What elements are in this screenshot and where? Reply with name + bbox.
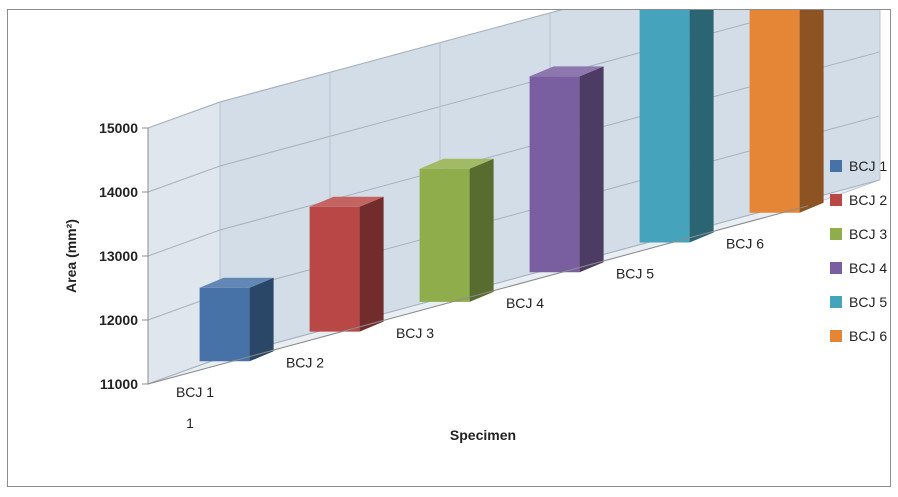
x-tick-label: BCJ 4 (506, 295, 544, 311)
legend-label: BCJ 2 (849, 192, 887, 208)
bar-3 (419, 158, 494, 302)
bar-top (529, 66, 604, 77)
x-tick-label: BCJ 2 (286, 354, 324, 370)
x-axis-title: Specimen (450, 427, 516, 443)
bar-front (529, 76, 580, 273)
bar-side (469, 158, 494, 302)
bar-side (799, 10, 824, 213)
legend-swatch (830, 228, 842, 240)
legend-swatch (830, 296, 842, 308)
legend-label: BCJ 5 (849, 294, 887, 310)
bar-front (749, 10, 800, 213)
bar-top (199, 277, 274, 288)
y-tick-label: 15000 (99, 120, 138, 136)
bar-side (249, 277, 274, 362)
bars (199, 10, 824, 362)
legend-label: BCJ 4 (849, 260, 887, 276)
bar-1 (199, 277, 274, 362)
x-tick-label: BCJ 3 (396, 325, 434, 341)
bar-top (419, 158, 494, 169)
depth-axis-label: 1 (186, 415, 194, 431)
x-tick-label: BCJ 1 (176, 384, 214, 400)
y-tick-labels: 11000 12000 13000 14000 15000 (99, 120, 138, 392)
legend-label: BCJ 3 (849, 226, 887, 242)
bar-6 (749, 10, 824, 213)
x-tick-label: BCJ 6 (726, 236, 764, 252)
legend-swatch (830, 194, 842, 206)
bar-2 (309, 196, 384, 332)
legend: BCJ 1 BCJ 2 BCJ 3 BCJ 4 BCJ 5 BCJ 6 (830, 158, 887, 344)
x-category-labels: BCJ 1 BCJ 2 BCJ 3 BCJ 4 BCJ 5 BCJ 6 (176, 236, 764, 401)
x-tick-label: BCJ 5 (616, 265, 654, 281)
legend-swatch (830, 262, 842, 274)
bar-front (639, 10, 690, 243)
y-axis-title: Area (mm²) (63, 219, 79, 293)
bar-5 (639, 10, 714, 243)
gridline-h (147, 10, 563, 129)
bar-side (579, 66, 604, 273)
legend-swatch (830, 330, 842, 342)
bar-4 (529, 66, 604, 273)
bar-side (689, 10, 714, 243)
x-axis (147, 205, 809, 385)
bar-front (199, 287, 250, 362)
y-tick-label: 14000 (99, 184, 138, 200)
y-tick-label: 13000 (99, 248, 138, 264)
axes (142, 127, 809, 385)
bar-side (359, 196, 384, 332)
bar-top (309, 196, 384, 207)
legend-label: BCJ 6 (849, 328, 887, 344)
legend-label: BCJ 1 (849, 158, 887, 174)
y-tick-label: 11000 (100, 376, 138, 392)
bar-front (309, 206, 360, 332)
bar-front (419, 168, 470, 302)
chart-container: 11000 12000 13000 14000 15000 BCJ 1 BCJ 2 BCJ … (7, 9, 891, 487)
legend-swatch (830, 160, 842, 172)
y-tick-label: 12000 (99, 312, 138, 328)
